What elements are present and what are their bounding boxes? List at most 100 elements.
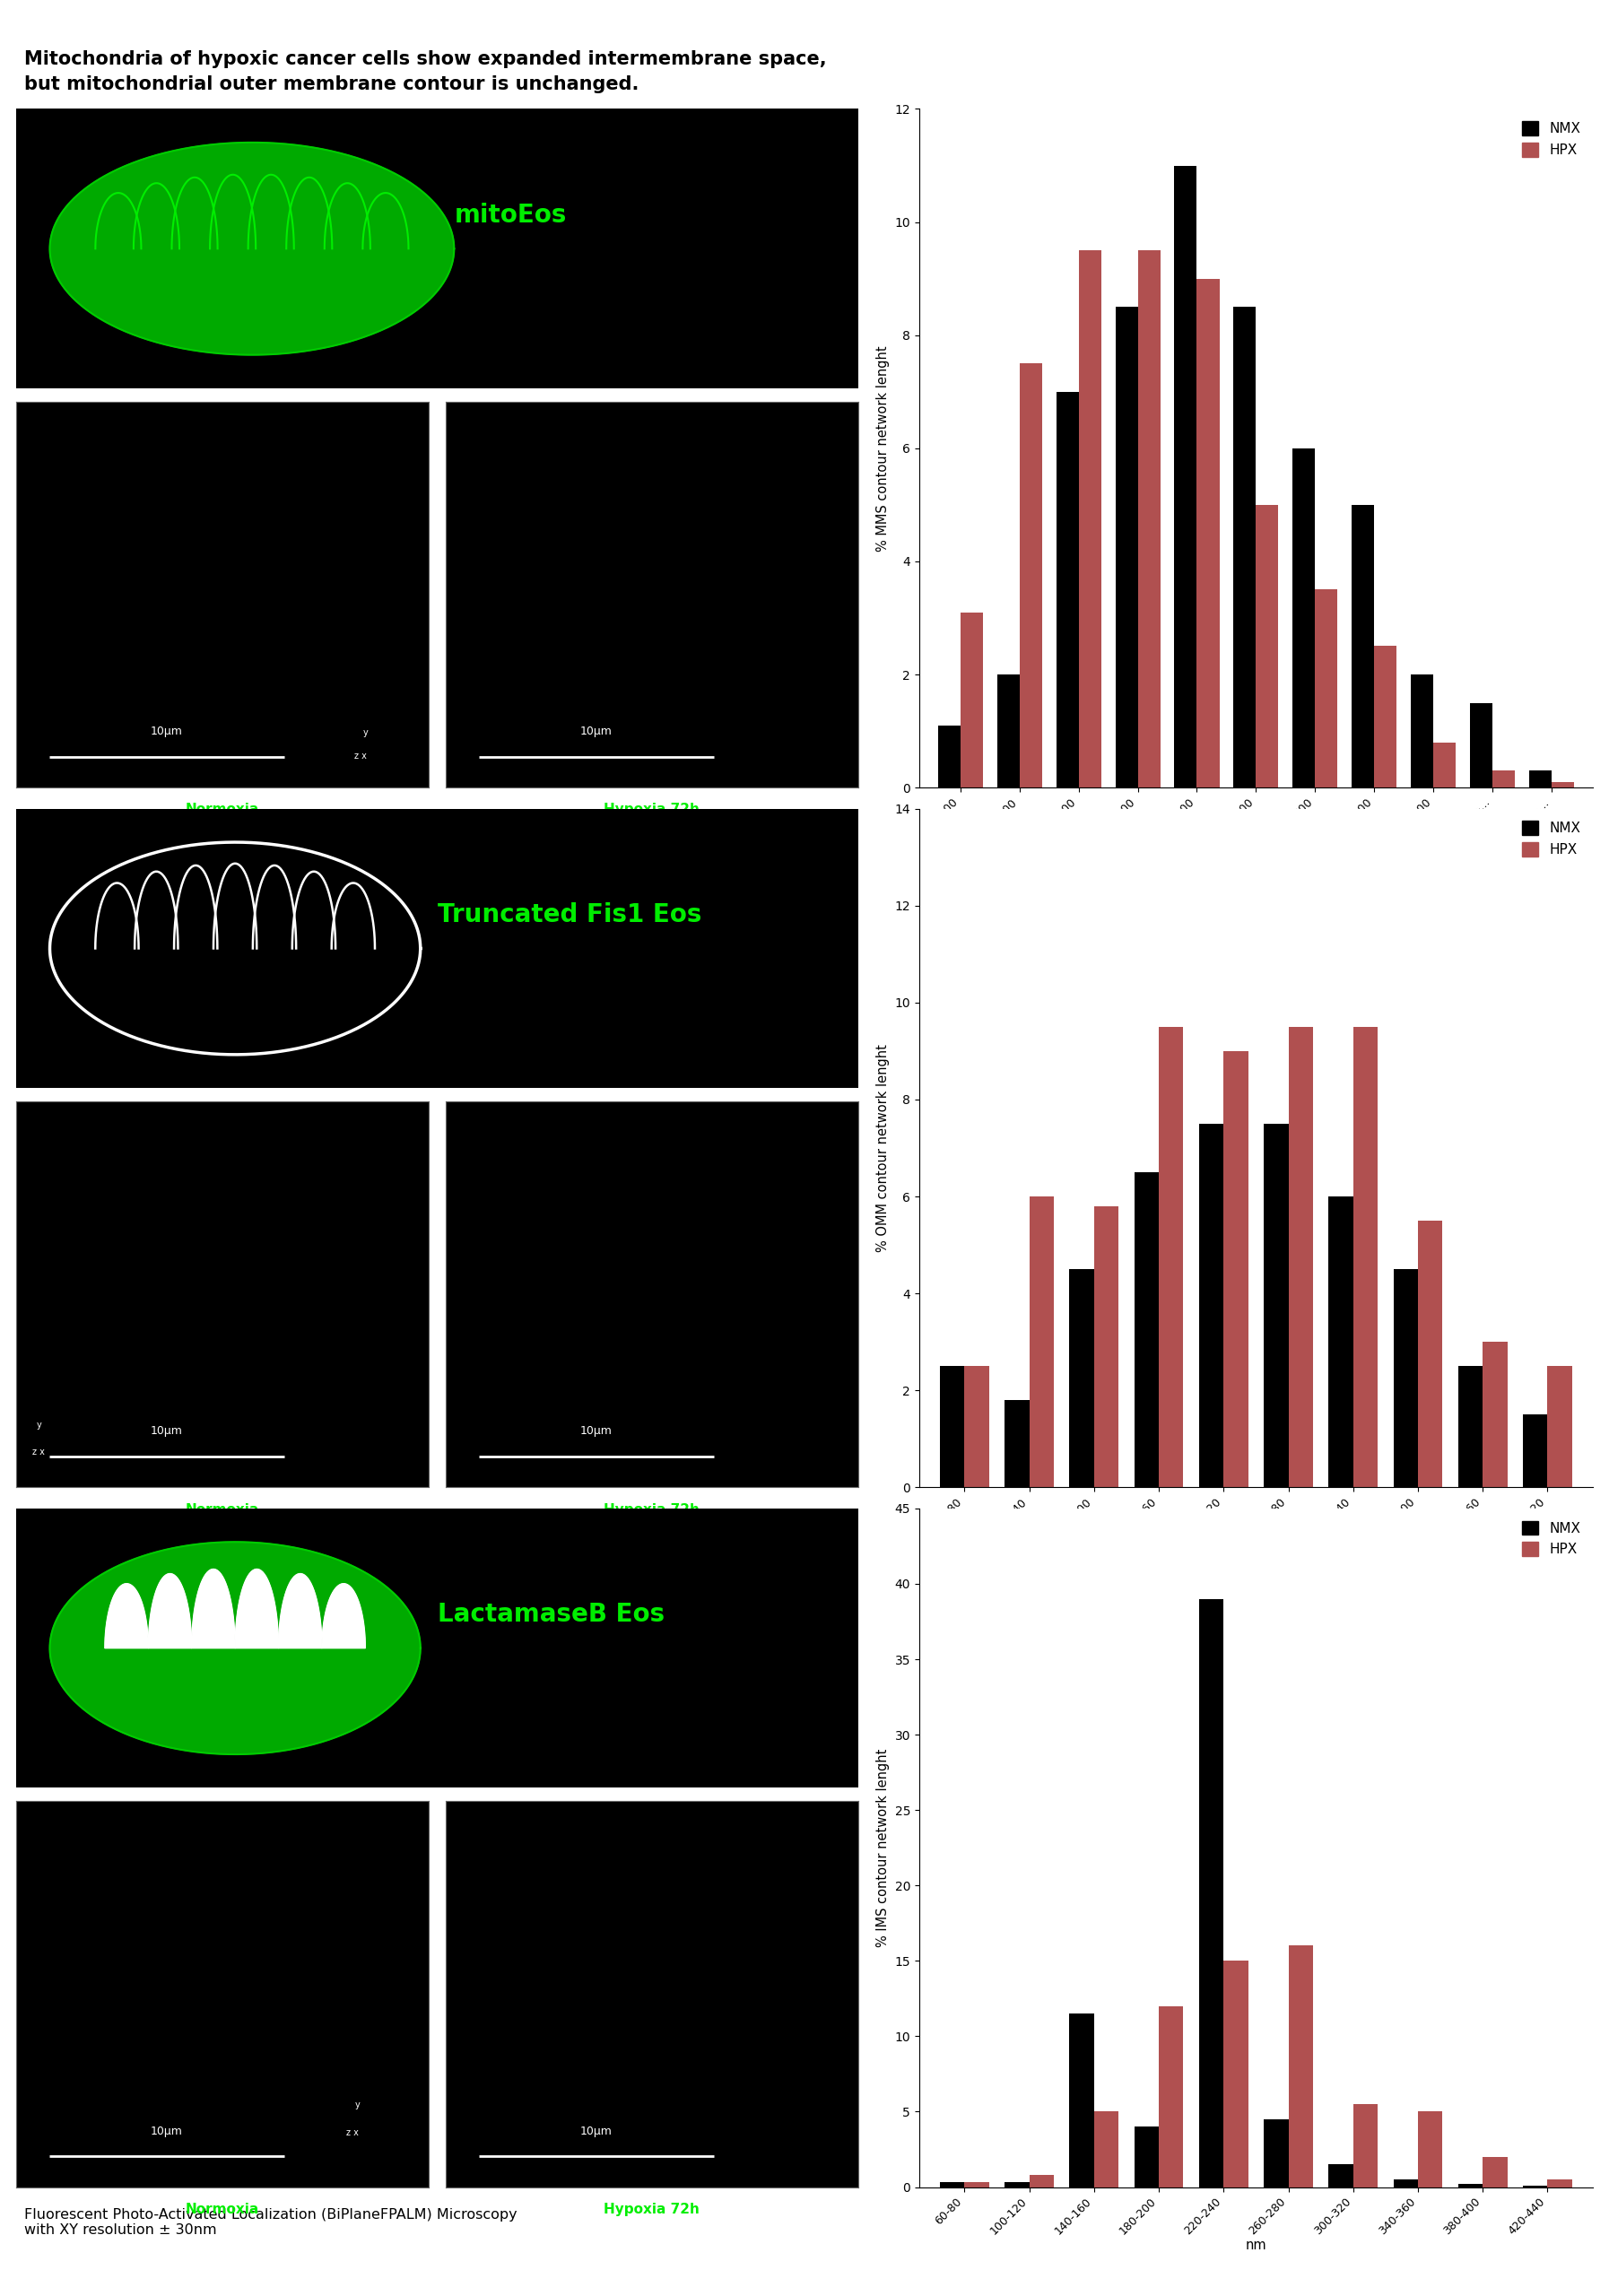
Bar [1393, 1270, 1418, 1488]
Bar [1411, 675, 1434, 788]
Bar [1483, 1341, 1508, 1488]
X-axis label: nm: nm [1245, 838, 1266, 852]
Bar [1493, 771, 1516, 788]
Text: Normoxia: Normoxia [185, 1504, 259, 1515]
Bar [1134, 2126, 1158, 2188]
Polygon shape [50, 142, 454, 356]
Bar [1548, 1366, 1572, 1488]
Bar [1292, 448, 1315, 788]
Bar [1289, 1945, 1313, 2188]
Polygon shape [191, 1568, 235, 1649]
Bar [1234, 308, 1257, 788]
Polygon shape [50, 1543, 420, 1754]
Text: y: y [37, 1421, 42, 1430]
Text: Truncated Fis1 Eos: Truncated Fis1 Eos [438, 902, 702, 928]
Text: Normoxia: Normoxia [185, 804, 259, 817]
Bar [1223, 1961, 1249, 2188]
Bar [1483, 2156, 1508, 2188]
Bar [1315, 590, 1337, 788]
Text: 10μm: 10μm [581, 2126, 613, 2138]
Text: Hypoxia 72h: Hypoxia 72h [603, 2202, 700, 2216]
Bar [1329, 1196, 1353, 1488]
Bar [1551, 783, 1574, 788]
Bar [1094, 2112, 1118, 2188]
Bar [1030, 2174, 1054, 2188]
X-axis label: nm: nm [1245, 1538, 1266, 1552]
Bar [1548, 2179, 1572, 2188]
Bar [1263, 2119, 1289, 2188]
Bar [1134, 1173, 1158, 1488]
Bar [940, 1366, 964, 1488]
Bar [938, 726, 961, 788]
Legend: NMX, HPX: NMX, HPX [1516, 815, 1586, 861]
Bar [1158, 1026, 1183, 1488]
Bar [1353, 1026, 1377, 1488]
Legend: NMX, HPX: NMX, HPX [1516, 115, 1586, 163]
Bar [1458, 1366, 1483, 1488]
Bar [1257, 505, 1279, 788]
Text: mitoEos: mitoEos [454, 202, 566, 227]
Polygon shape [322, 1584, 365, 1649]
Bar [1004, 2183, 1030, 2188]
Bar [1471, 703, 1493, 788]
Bar [1353, 2103, 1377, 2188]
Polygon shape [278, 1573, 322, 1649]
Text: 10μm: 10μm [151, 2126, 183, 2138]
Text: z x: z x [346, 2128, 359, 2138]
Bar [1056, 393, 1078, 788]
Bar [1070, 1270, 1094, 1488]
Bar [1070, 2014, 1094, 2188]
Y-axis label: % MMS contour network lenght: % MMS contour network lenght [875, 344, 890, 551]
Bar [1020, 363, 1043, 788]
Bar [1418, 2112, 1443, 2188]
Bar [1115, 308, 1138, 788]
Bar [1030, 1196, 1054, 1488]
Bar [1158, 2007, 1183, 2188]
Bar [998, 675, 1020, 788]
Bar [964, 1366, 990, 1488]
Bar [1094, 1205, 1118, 1488]
Text: y: y [364, 728, 368, 737]
Legend: NMX, HPX: NMX, HPX [1516, 1515, 1586, 1561]
Bar [1418, 1221, 1443, 1488]
Text: Hypoxia 72h: Hypoxia 72h [603, 1504, 700, 1515]
Bar [1138, 250, 1160, 788]
Text: 10μm: 10μm [581, 726, 613, 737]
Bar [1434, 742, 1456, 788]
Text: Mitochondria of hypoxic cancer cells show expanded intermembrane space,
but mito: Mitochondria of hypoxic cancer cells sho… [24, 51, 827, 94]
Bar [940, 2183, 964, 2188]
Text: Fluorescent Photo-Activated Localization (BiPlaneFPALM) Microscopy
with XY resol: Fluorescent Photo-Activated Localization… [24, 2209, 516, 2236]
Text: LactamaseB Eos: LactamaseB Eos [438, 1603, 665, 1628]
Bar [1199, 1123, 1223, 1488]
Bar [1393, 2179, 1418, 2188]
Bar [1529, 771, 1551, 788]
Bar [1289, 1026, 1313, 1488]
Text: y: y [354, 2101, 360, 2110]
Text: z x: z x [32, 1446, 45, 1456]
X-axis label: nm: nm [1245, 2239, 1266, 2252]
Polygon shape [105, 1584, 148, 1649]
Bar [1199, 1598, 1223, 2188]
Text: z x: z x [354, 751, 367, 760]
Text: 10μm: 10μm [151, 1426, 183, 1437]
Bar [1374, 645, 1397, 788]
Text: 10μm: 10μm [581, 1426, 613, 1437]
Text: 10μm: 10μm [151, 726, 183, 737]
Bar [1197, 278, 1220, 788]
Bar [1329, 2165, 1353, 2188]
Bar [1352, 505, 1374, 788]
Bar [1524, 1414, 1548, 1488]
Bar [1223, 1052, 1249, 1488]
Bar [1175, 165, 1197, 788]
Polygon shape [148, 1573, 191, 1649]
Polygon shape [235, 1568, 278, 1649]
Bar [1004, 1401, 1030, 1488]
Bar [964, 2183, 990, 2188]
Y-axis label: % IMS contour network lenght: % IMS contour network lenght [875, 1750, 890, 1947]
Bar [961, 613, 983, 788]
Bar [1458, 2183, 1483, 2188]
Bar [1263, 1123, 1289, 1488]
Text: Normoxia: Normoxia [185, 2202, 259, 2216]
Bar [1078, 250, 1101, 788]
Text: Hypoxia 72h: Hypoxia 72h [603, 804, 700, 817]
